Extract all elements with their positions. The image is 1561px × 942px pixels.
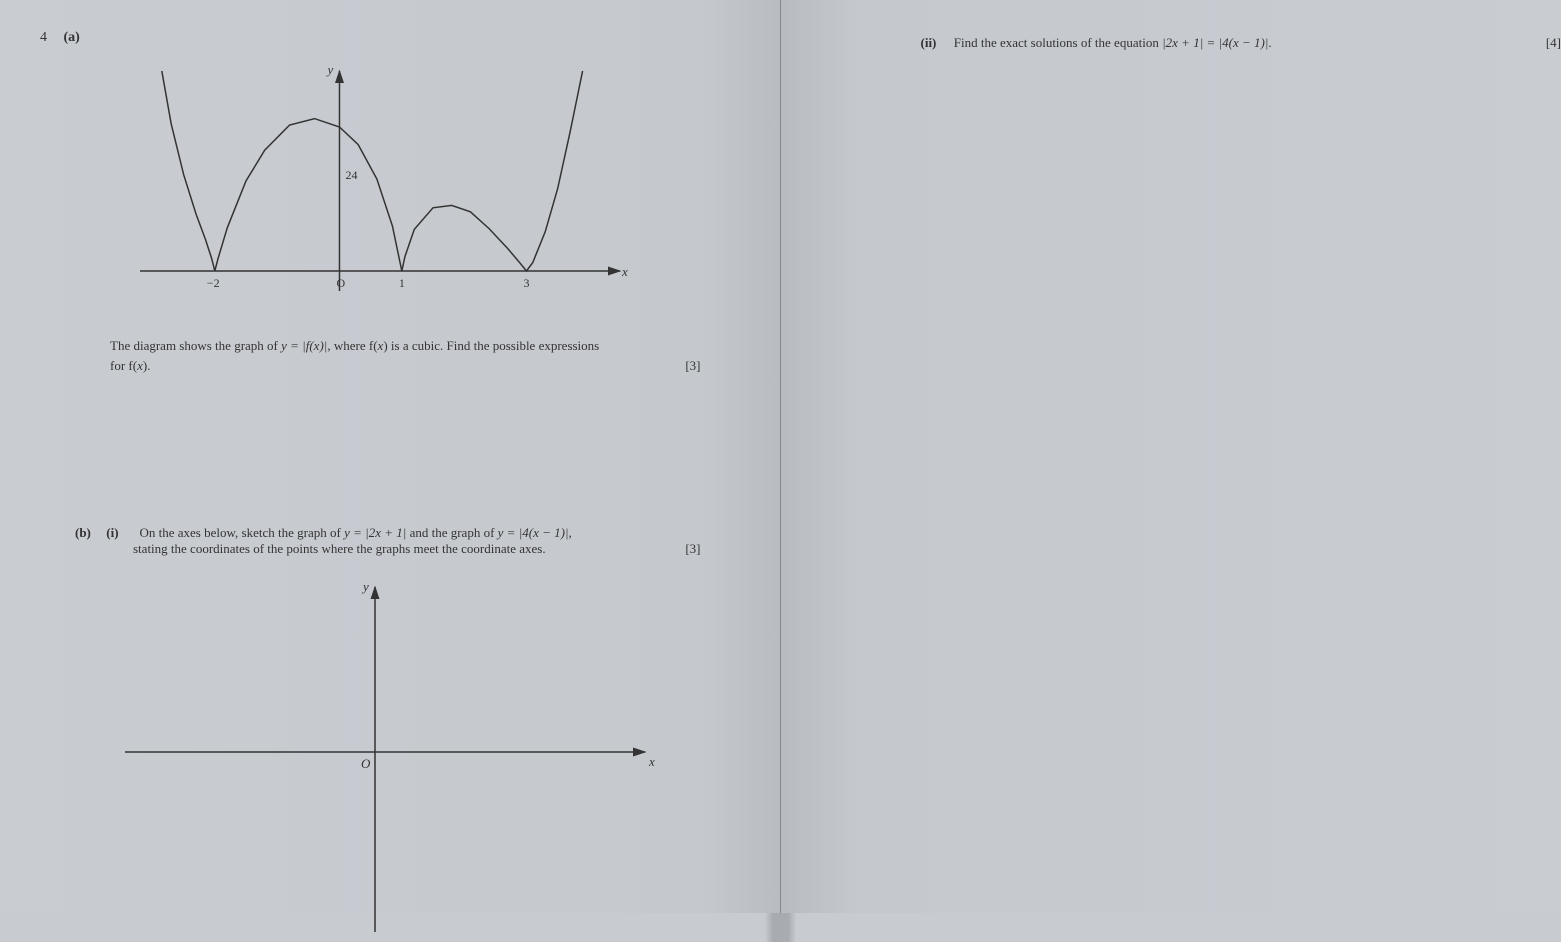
marks-ii: [4] bbox=[1546, 35, 1561, 51]
text-bi-line2: stating the coordinates of the points wh… bbox=[133, 541, 546, 557]
text-a: The diagram shows the graph of y = |f(x)… bbox=[110, 336, 701, 375]
question-header: 4 (a) bbox=[40, 30, 741, 46]
svg-text:O: O bbox=[361, 756, 371, 771]
svg-text:1: 1 bbox=[399, 276, 405, 290]
graph-b-container: y x O bbox=[105, 577, 681, 942]
svg-text:O: O bbox=[336, 276, 345, 290]
graph-a: y x −2 O 1 3 24 bbox=[120, 56, 640, 316]
right-page: (ii) Find the exact solutions of the equ… bbox=[781, 0, 1561, 913]
question-number: 4 bbox=[40, 30, 60, 46]
text-a-line2: for f(x). bbox=[110, 358, 150, 373]
marks-a: [3] bbox=[685, 356, 700, 376]
graph-a-container: y x −2 O 1 3 24 bbox=[120, 56, 681, 321]
svg-text:x: x bbox=[648, 754, 655, 769]
left-page: 4 (a) y x −2 O 1 3 24 The diagram shows the gr… bbox=[0, 0, 781, 913]
text-bi-content: On the axes below, sketch the graph of y… bbox=[140, 525, 572, 540]
part-b-header: (b) (i) On the axes below, sketch the gr… bbox=[75, 525, 741, 557]
question-ii: (ii) Find the exact solutions of the equ… bbox=[921, 35, 1502, 51]
section-b: (b) (i) On the axes below, sketch the gr… bbox=[75, 525, 741, 942]
part-b-i-label: (i) bbox=[106, 525, 136, 541]
svg-text:y: y bbox=[361, 579, 369, 594]
marks-bi: [3] bbox=[685, 541, 700, 557]
svg-text:−2: −2 bbox=[207, 276, 220, 290]
part-ii-label: (ii) bbox=[921, 35, 951, 51]
text-a-line1: The diagram shows the graph of y = |f(x)… bbox=[110, 338, 599, 353]
svg-text:y: y bbox=[325, 62, 333, 77]
svg-text:24: 24 bbox=[345, 168, 357, 182]
graph-b: y x O bbox=[105, 577, 665, 937]
svg-text:x: x bbox=[621, 264, 628, 279]
part-a-label: (a) bbox=[64, 30, 80, 45]
part-b-label: (b) bbox=[75, 525, 103, 541]
svg-text:3: 3 bbox=[523, 276, 529, 290]
